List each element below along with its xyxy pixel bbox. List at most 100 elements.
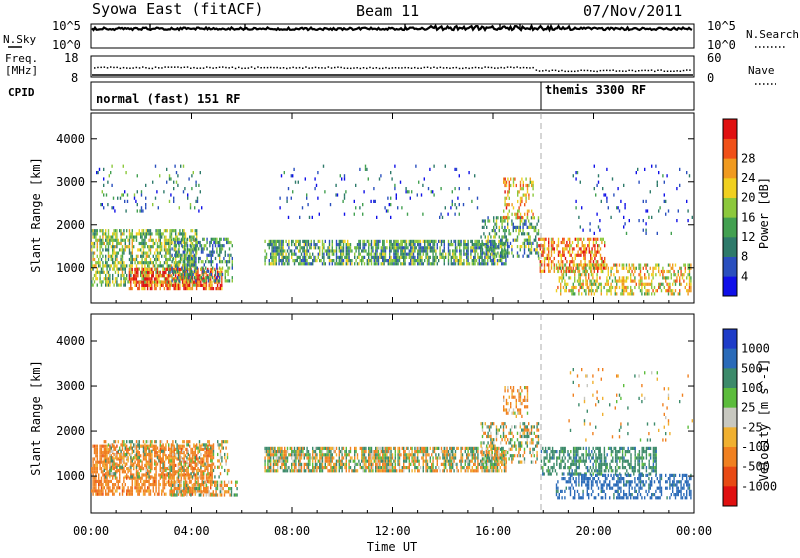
heatmap-cell [432, 190, 433, 193]
heatmap-cell [581, 206, 582, 209]
heatmap-cell [130, 232, 131, 235]
heatmap-cell [228, 481, 229, 484]
heatmap-cell [109, 450, 110, 453]
heatmap-cell [304, 249, 305, 252]
heatmap-cell [641, 289, 642, 292]
heatmap-cell [622, 283, 623, 286]
heatmap-cell [118, 457, 119, 460]
heatmap-cell [599, 283, 600, 286]
colorbar-swatch [723, 198, 737, 218]
heatmap-cell [94, 245, 95, 248]
heatmap-cell [588, 276, 589, 279]
heatmap-cell [500, 216, 501, 219]
heatmap-cell [141, 467, 142, 470]
heatmap-cell [487, 245, 488, 248]
heatmap-cell [229, 254, 230, 257]
heatmap-cell [535, 239, 536, 242]
heatmap-cell [480, 245, 481, 248]
heatmap-cell [374, 256, 375, 259]
heatmap-cell [105, 229, 106, 232]
heatmap-cell [449, 253, 450, 256]
heatmap-cell [176, 251, 177, 254]
heatmap-cell [417, 259, 418, 262]
heatmap-cell [638, 283, 639, 286]
heatmap-cell [144, 232, 145, 235]
heatmap-cell [590, 254, 591, 257]
freq-dot [193, 67, 195, 69]
heatmap-cell [452, 190, 453, 193]
heatmap-cell [389, 246, 390, 249]
heatmap-cell [468, 187, 469, 190]
heatmap-cell [153, 271, 154, 274]
heatmap-cell [173, 200, 174, 203]
heatmap-cell [679, 276, 680, 279]
heatmap-cell [147, 486, 148, 489]
heatmap-cell [362, 203, 363, 206]
heatmap-cell [216, 263, 217, 266]
heatmap-cell [106, 493, 107, 496]
heatmap-cell [171, 267, 172, 270]
heatmap-cell [454, 203, 455, 206]
heatmap-cell [193, 490, 194, 493]
heatmap-cell [513, 226, 514, 229]
heatmap-cell [214, 481, 215, 484]
heatmap-cell [183, 281, 184, 284]
heatmap-cell [115, 252, 116, 255]
heatmap-cell [425, 249, 426, 252]
heatmap-cell [584, 264, 585, 267]
heatmap-cell [169, 489, 170, 492]
heatmap-cell [686, 283, 687, 286]
heatmap-cell [299, 216, 300, 219]
heatmap-cell [347, 240, 348, 243]
heatmap-cell [183, 229, 184, 232]
heatmap-cell [190, 287, 191, 290]
heatmap-cell [522, 223, 523, 226]
heatmap-cell [388, 262, 389, 265]
heatmap-cell [585, 264, 586, 267]
heatmap-cell [489, 248, 490, 251]
heatmap-cell [517, 251, 518, 254]
heatmap-cell [137, 483, 138, 486]
heatmap-cell [208, 276, 209, 279]
heatmap-cell [195, 241, 196, 244]
heatmap-cell [690, 289, 691, 292]
heatmap-cell [122, 258, 123, 261]
heatmap-cell [452, 200, 453, 203]
heatmap-cell [108, 457, 109, 460]
heatmap-cell [672, 289, 673, 292]
heatmap-cell [199, 484, 200, 487]
heatmap-cell [143, 489, 144, 492]
heatmap-cell [313, 246, 314, 249]
heatmap-cell [154, 268, 155, 271]
heatmap-cell [690, 267, 691, 270]
freq-dot [126, 67, 128, 69]
heatmap-cell [463, 243, 464, 246]
heatmap-cell [111, 239, 112, 242]
heatmap-cell [544, 267, 545, 270]
heatmap-cell [382, 243, 383, 246]
heatmap-cell [368, 243, 369, 246]
heatmap-cell [532, 184, 533, 187]
heatmap-cell [341, 249, 342, 252]
heatmap-cell [448, 249, 449, 252]
heatmap-cell [227, 260, 228, 263]
heatmap-cell [183, 487, 184, 490]
heatmap-cell [358, 253, 359, 256]
heatmap-cell [109, 464, 110, 467]
heatmap-cell [641, 280, 642, 283]
heatmap-cell [105, 480, 106, 483]
heatmap-cell [578, 276, 579, 279]
freq-trace [92, 66, 693, 75]
heatmap-cell [675, 264, 676, 267]
heatmap-cell [264, 249, 265, 252]
colorbar-swatch [723, 119, 737, 139]
heatmap-cell [278, 240, 279, 243]
heatmap-cell [571, 286, 572, 289]
heatmap-cell [616, 292, 617, 295]
heatmap-cell [315, 243, 316, 246]
heatmap-cell [375, 256, 376, 259]
heatmap-cell [615, 264, 616, 267]
heatmap-cell [306, 262, 307, 265]
heatmap-cell [397, 256, 398, 259]
heatmap-cell [211, 451, 212, 454]
